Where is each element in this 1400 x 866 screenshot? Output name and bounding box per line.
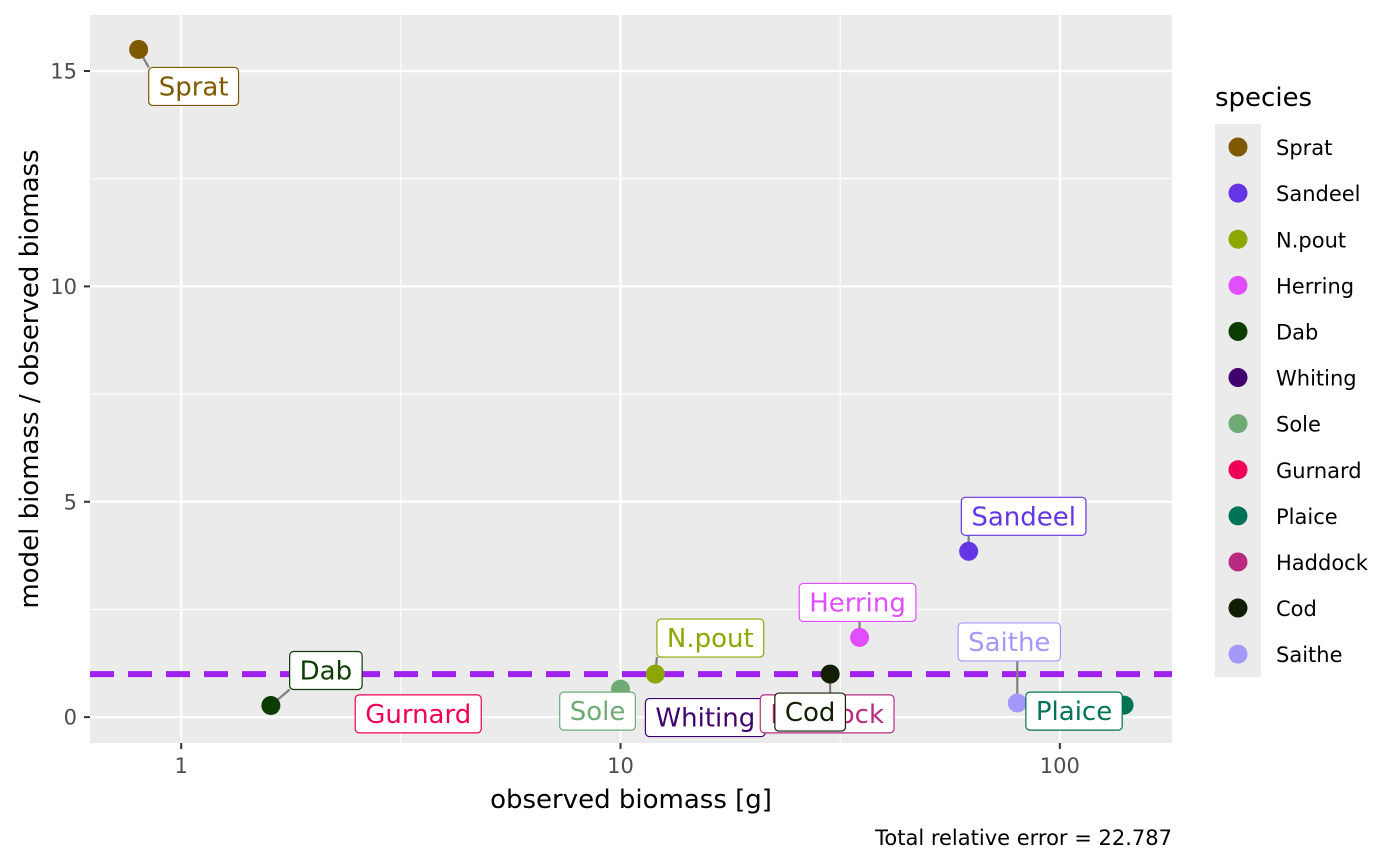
point-label-box: [774, 692, 847, 732]
point-label: Plaice: [1036, 697, 1112, 727]
legend-title: species: [1215, 83, 1312, 113]
point-label-box: [148, 66, 240, 107]
legend-label: Sprat: [1276, 136, 1332, 160]
legend-label: Saithe: [1276, 643, 1343, 667]
legend-key-background: [1215, 124, 1261, 678]
legend-label: Gurnard: [1276, 459, 1362, 483]
data-point-npout: [645, 664, 665, 684]
point-label: Cod: [785, 698, 836, 728]
data-point-cod: [820, 664, 840, 684]
y-tick-label: 0: [64, 706, 77, 730]
point-label-box: [354, 694, 482, 734]
legend-key-saithe: [1228, 644, 1248, 664]
legend-key-gurnard: [1228, 460, 1248, 480]
y-tick-label: 15: [50, 60, 77, 84]
y-tick-label: 5: [64, 490, 77, 514]
point-label: Gurnard: [365, 700, 471, 730]
legend-label: Dab: [1276, 320, 1318, 344]
legend-label: Herring: [1276, 274, 1354, 298]
legend-label: N.pout: [1276, 228, 1346, 252]
point-label: Dab: [300, 657, 352, 687]
y-tick-label: 10: [50, 275, 77, 299]
x-tick-label: 10: [607, 754, 634, 778]
legend-label: Plaice: [1276, 505, 1338, 529]
point-label-box: [656, 618, 765, 658]
point-label: Sandeel: [971, 502, 1076, 532]
point-label: Saithe: [968, 628, 1050, 658]
point-label-box: [957, 622, 1062, 662]
legend-key-herring: [1228, 275, 1248, 295]
legend-label: Whiting: [1276, 367, 1357, 391]
point-label-box: [1025, 691, 1123, 731]
legend-items: Sprat Sandeel N.pout Herring Dab Whiting Sole G…: [1228, 136, 1369, 667]
point-label: Herring: [809, 588, 906, 618]
legend-key-haddock: [1228, 552, 1248, 572]
point-label: Sole: [570, 697, 626, 727]
legend: species Sprat Sandeel N.pout Herring Dab Whit…: [1215, 83, 1369, 678]
x-tick-label: 1: [175, 754, 188, 778]
legend-label: Cod: [1276, 597, 1317, 621]
point-label-box: [559, 691, 636, 731]
point-label: Sprat: [159, 72, 229, 102]
minor-gridlines: [90, 15, 1172, 743]
plot-panel: [90, 15, 1172, 743]
point-label: N.pout: [667, 624, 754, 654]
x-axis-ticks: 1 10 100: [175, 743, 1080, 778]
legend-key-cod: [1228, 598, 1248, 618]
y-axis-ticks: 0 5 10 15: [50, 60, 90, 730]
data-point-dab: [261, 696, 281, 716]
point-label-box: [960, 496, 1087, 536]
caption: Total relative error = 22.787: [874, 826, 1172, 850]
point-label: Whiting: [655, 704, 755, 734]
legend-key-whiting: [1228, 368, 1248, 388]
legend-key-sprat: [1228, 137, 1248, 157]
point-labels: Sprat Sandeel N.pout Herring Dab Whiting Sole G…: [148, 66, 1123, 738]
data-point-saithe: [1007, 693, 1027, 713]
legend-key-sandeel: [1228, 183, 1248, 203]
x-axis-title: observed biomass [g]: [490, 785, 772, 815]
legend-label: Sandeel: [1276, 182, 1361, 206]
data-point-sandeel: [959, 541, 979, 561]
data-point-sprat: [129, 39, 149, 59]
point-label-box: [289, 650, 363, 691]
y-axis-title: model biomass / observed biomass: [15, 149, 45, 608]
legend-label: Sole: [1276, 413, 1321, 437]
point-label-box: [798, 582, 917, 623]
data-point-herring: [850, 627, 870, 647]
legend-label: Haddock: [1276, 551, 1369, 575]
legend-key-dab: [1228, 321, 1248, 341]
legend-key-sole: [1228, 414, 1248, 434]
legend-key-plaice: [1228, 506, 1248, 526]
x-tick-label: 100: [1040, 754, 1080, 778]
legend-key-npout: [1228, 229, 1248, 249]
